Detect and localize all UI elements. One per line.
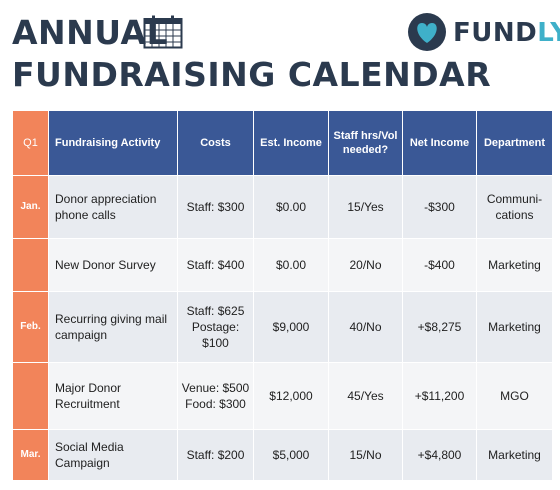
col-header-department: Department [476, 110, 553, 176]
col-header-staff: Staff hrs/Vol needed? [328, 110, 403, 176]
costs-cell: Staff: $300 [177, 175, 254, 239]
month-cell [12, 238, 49, 292]
logo-text-accent: LY [537, 18, 560, 48]
department-cell: Communi-cations [476, 175, 553, 239]
activity-cell: Recurring giving mail campaign [48, 291, 178, 363]
staff-cell: 40/No [328, 291, 403, 363]
est-income-cell: $9,000 [253, 291, 329, 363]
department-cell: Marketing [476, 238, 553, 292]
table-row: Feb. Recurring giving mail campaign Staf… [12, 291, 553, 363]
col-header-activity: Fundraising Activity [48, 110, 178, 176]
month-cell: Jan. [12, 175, 49, 239]
logo-text-main: FUND [453, 18, 538, 48]
month-cell: Feb. [12, 291, 49, 363]
staff-cell: 45/Yes [328, 362, 403, 430]
month-cell: Mar. [12, 429, 49, 481]
net-income-cell: +$4,800 [402, 429, 477, 481]
staff-cell: 15/No [328, 429, 403, 481]
costs-cell: Staff: $200 [177, 429, 254, 481]
costs-cell: Staff: $400 [177, 238, 254, 292]
table-row: New Donor Survey Staff: $400 $0.00 20/No… [12, 238, 553, 292]
title-line-1: ANNUAL [12, 13, 169, 52]
col-header-net-income: Net Income [402, 110, 477, 176]
title-line-2: FUNDRAISING CALENDAR [12, 55, 492, 94]
est-income-cell: $12,000 [253, 362, 329, 430]
activity-cell: New Donor Survey [48, 238, 178, 292]
costs-cell: Staff: $625 Postage: $100 [177, 291, 254, 363]
net-income-cell: +$8,275 [402, 291, 477, 363]
net-income-cell: -$300 [402, 175, 477, 239]
costs-cell: Venue: $500 Food: $300 [177, 362, 254, 430]
month-cell [12, 362, 49, 430]
col-header-quarter: Q1 [12, 110, 49, 176]
col-header-est-income: Est. Income [253, 110, 329, 176]
staff-cell: 20/No [328, 238, 403, 292]
net-income-cell: +$11,200 [402, 362, 477, 430]
table-row: Jan. Donor appreciation phone calls Staf… [12, 175, 553, 239]
department-cell: Marketing [476, 429, 553, 481]
table-row: Major Donor Recruitment Venue: $500 Food… [12, 362, 553, 430]
calendar-icon [143, 15, 183, 49]
logo-text: FUNDLY [453, 17, 560, 49]
net-income-cell: -$400 [402, 238, 477, 292]
col-header-costs: Costs [177, 110, 254, 176]
activity-cell: Major Donor Recruitment [48, 362, 178, 430]
activity-cell: Social Media Campaign [48, 429, 178, 481]
est-income-cell: $5,000 [253, 429, 329, 481]
department-cell: MGO [476, 362, 553, 430]
table-header-row: Q1 Fundraising Activity Costs Est. Incom… [12, 110, 553, 176]
fundraising-table: Q1 Fundraising Activity Costs Est. Incom… [12, 110, 553, 481]
est-income-cell: $0.00 [253, 175, 329, 239]
department-cell: Marketing [476, 291, 553, 363]
staff-cell: 15/Yes [328, 175, 403, 239]
est-income-cell: $0.00 [253, 238, 329, 292]
activity-cell: Donor appreciation phone calls [48, 175, 178, 239]
table-row: Mar. Social Media Campaign Staff: $200 $… [12, 429, 553, 481]
heart-logo-icon [408, 13, 446, 51]
